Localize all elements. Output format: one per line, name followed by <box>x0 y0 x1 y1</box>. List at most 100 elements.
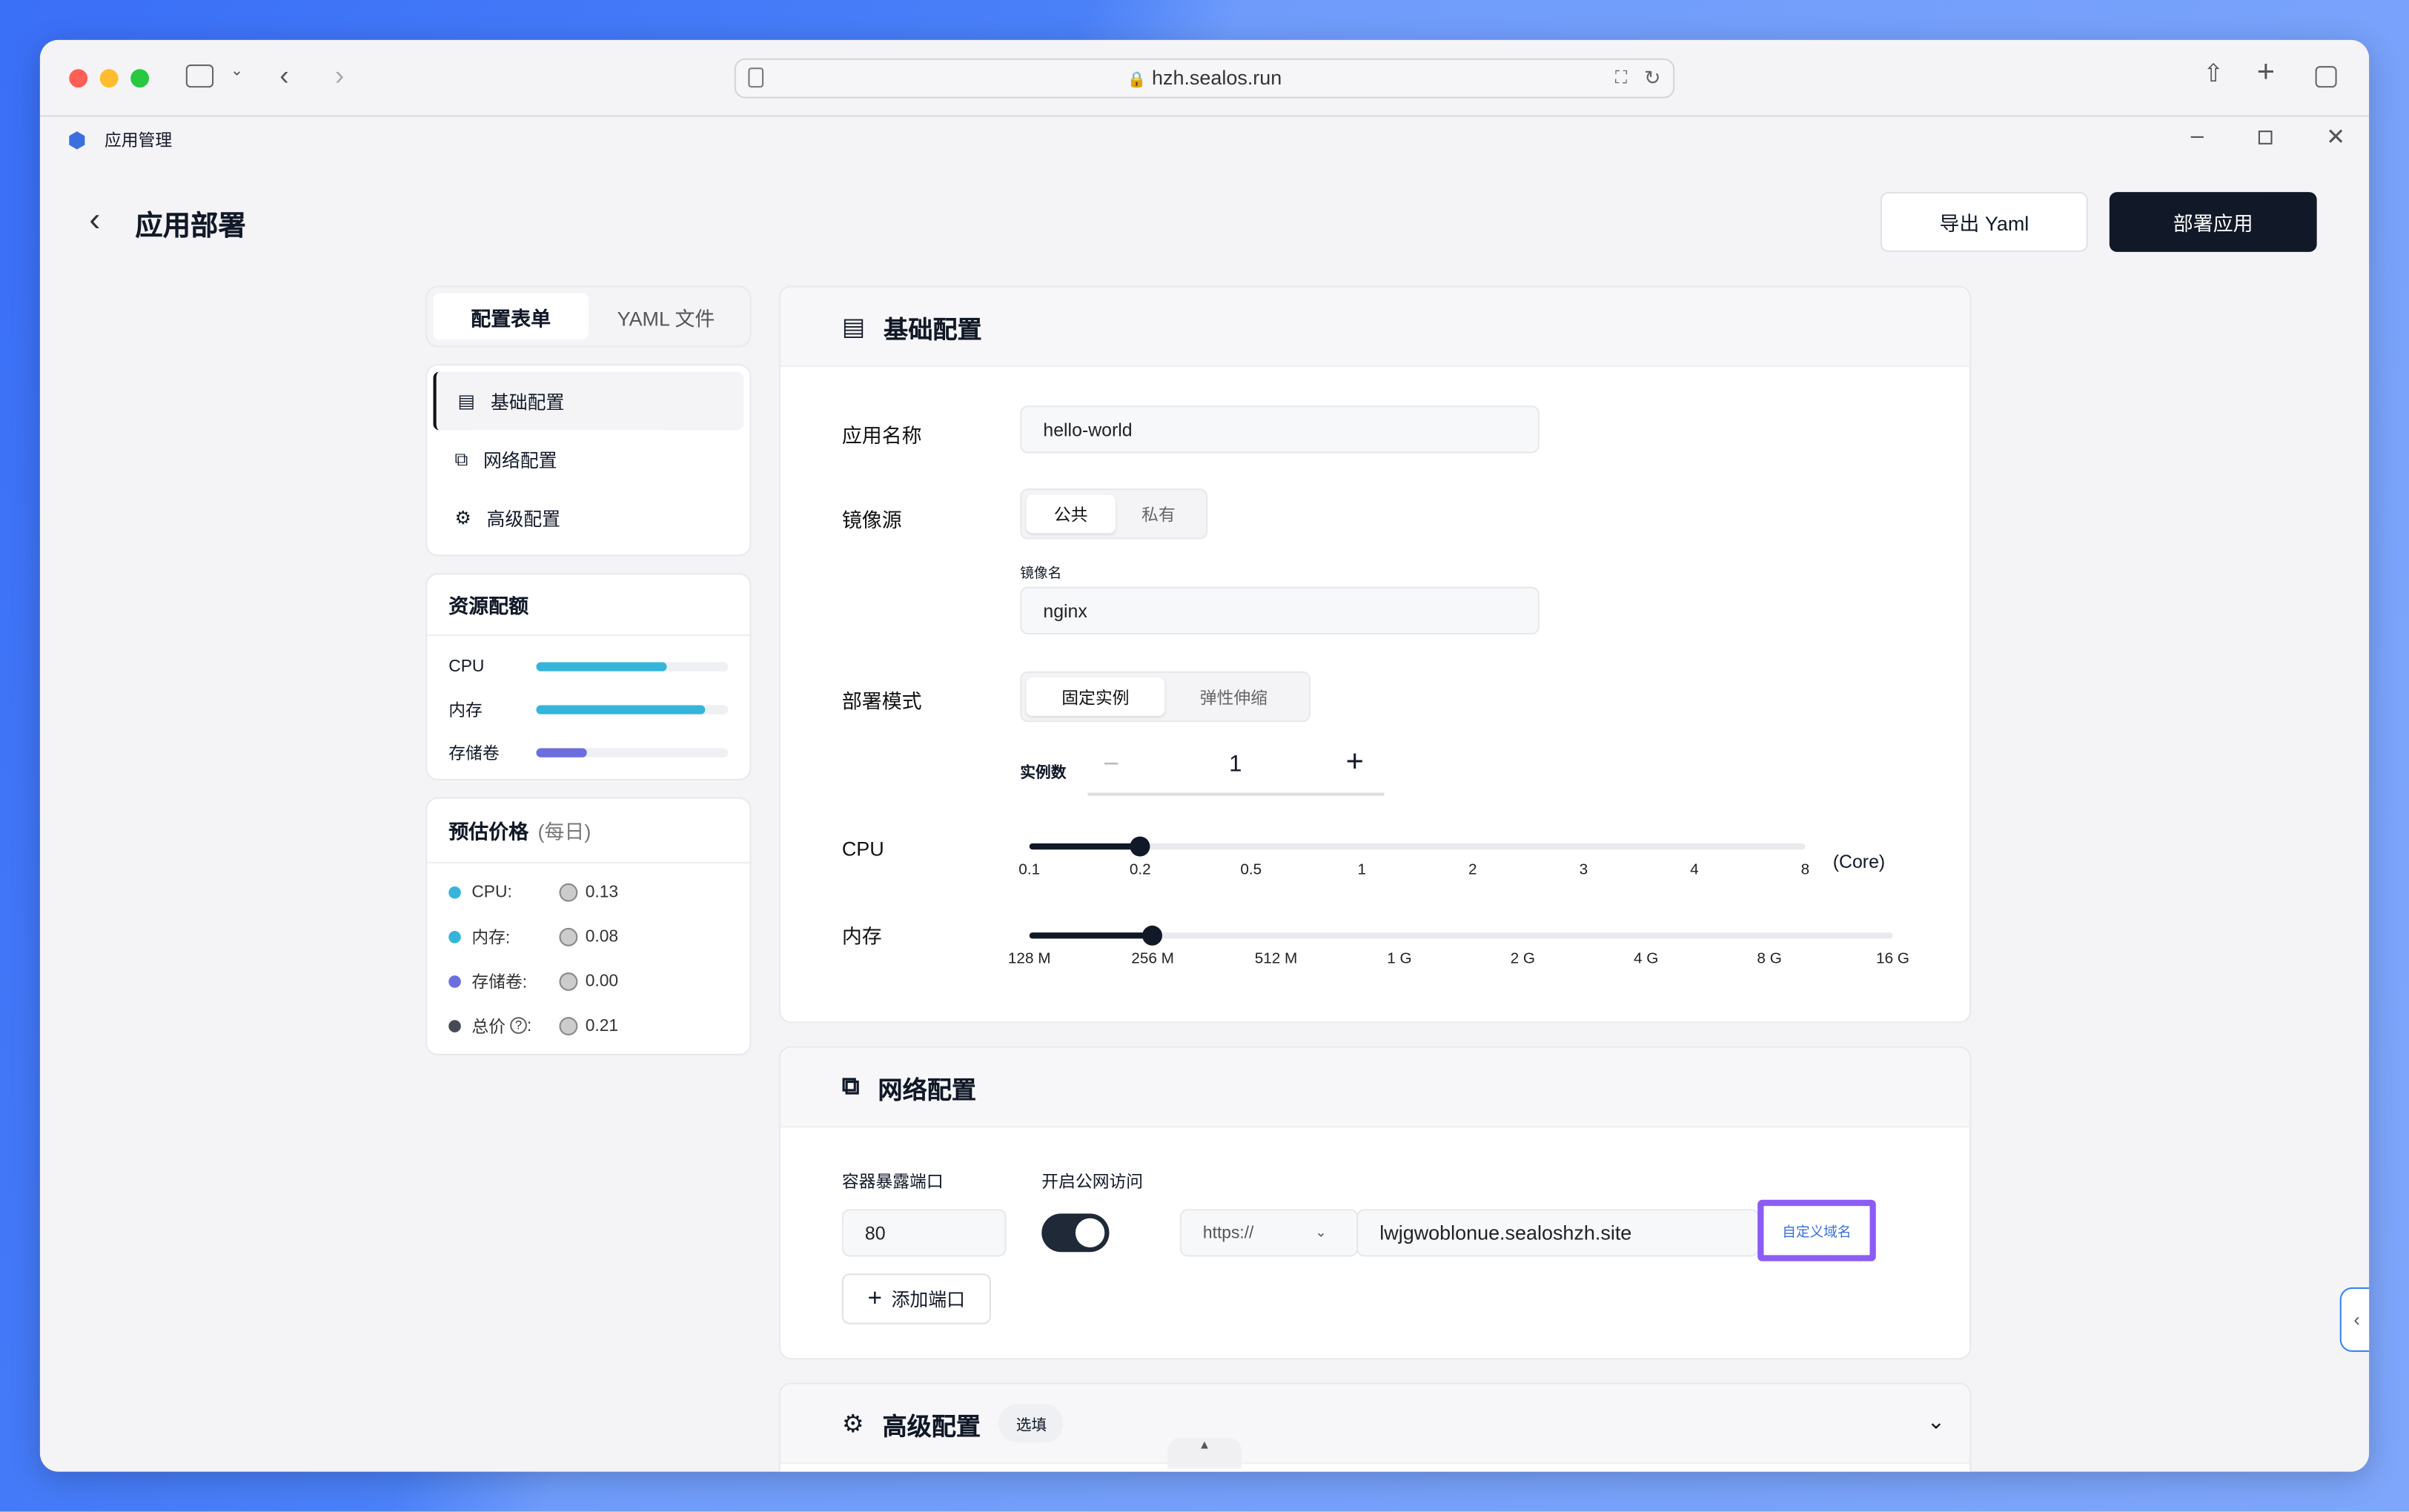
image-name-input[interactable]: nginx <box>1020 586 1540 635</box>
price-label: CPU: <box>471 882 512 901</box>
page-icon <box>748 67 764 88</box>
option-public[interactable]: 公共 <box>1026 494 1116 534</box>
coin-icon <box>559 971 578 990</box>
back-button[interactable]: ‹ <box>89 199 101 239</box>
quota-bar <box>536 662 729 672</box>
share-icon[interactable]: ⇧ <box>2203 61 2224 88</box>
slider-tick-label: 4 G <box>1634 951 1659 968</box>
export-yaml-button[interactable]: 导出 Yaml <box>1880 192 2088 252</box>
nav-label: 网络配置 <box>483 449 557 471</box>
memory-slider[interactable]: 128 M 256 M 512 M 1 G 2 G 4 G 8 G 16 G <box>1008 925 1909 991</box>
restore-icon[interactable] <box>2258 130 2273 145</box>
port-input[interactable]: 80 <box>841 1209 1007 1257</box>
plus-icon[interactable]: + <box>2256 55 2276 90</box>
reload-icon[interactable]: ↻ <box>1643 66 1661 90</box>
slider-tick-label: 3 <box>1579 861 1588 879</box>
slider-tick-label: 8 G <box>1757 951 1782 968</box>
nav-item-network[interactable]: ⧉ 网络配置 <box>434 430 744 488</box>
domain-value: lwjgwoblonue.sealoshzh.site <box>1356 1209 1760 1257</box>
address-bar[interactable]: 🔒 hzh.sealos.run ⛶ ↻ <box>734 58 1675 99</box>
section-header: ⚙ 高级配置 选填 <box>780 1384 1970 1465</box>
scroll-up-button[interactable]: ▲ <box>1167 1438 1242 1469</box>
collapse-panel-button[interactable]: ‹ <box>2339 1287 2370 1352</box>
tabs-icon[interactable] <box>2315 66 2337 88</box>
slider-tick-label: 256 M <box>1131 951 1174 968</box>
add-port-label: 添加端口 <box>891 1288 966 1311</box>
slider-tick-label: 8 <box>1800 861 1810 879</box>
url-text: hzh.sealos.run <box>1152 66 1282 90</box>
quota-row: 存储卷 <box>448 732 729 775</box>
nav-item-advanced[interactable]: ⚙ 高级配置 <box>434 488 744 547</box>
network-icon: ⧉ <box>841 1072 860 1100</box>
sidebar-icon[interactable] <box>185 64 214 88</box>
legend-dot <box>448 885 461 898</box>
cpu-unit: (Core) <box>1832 851 1886 873</box>
plus-button[interactable]: + <box>1345 745 1364 779</box>
price-subtitle: (每日) <box>537 820 592 843</box>
cpu-slider[interactable]: 0.1 0.2 0.5 1 2 3 4 8 <box>1018 836 1809 902</box>
option-fixed[interactable]: 固定实例 <box>1026 677 1165 716</box>
chevron-down-icon: ⌄ <box>1315 1224 1327 1240</box>
network-icon: ⧉ <box>454 448 468 470</box>
add-port-button[interactable]: + 添加端口 <box>841 1273 991 1324</box>
price-value: 0.21 <box>585 1016 619 1035</box>
form-mode-tabs: 配置表单 YAML 文件 <box>425 285 752 348</box>
advanced-config-section[interactable]: ⚙ 高级配置 选填 ⌄ <box>778 1382 1972 1472</box>
slider-thumb[interactable] <box>1142 925 1163 946</box>
slider-tick-label: 0.1 <box>1018 861 1041 879</box>
chevron-down-icon[interactable]: ⌄ <box>230 62 244 80</box>
image-source-label: 镜像源 <box>841 508 902 532</box>
custom-domain-button[interactable]: 自定义域名 <box>1757 1199 1876 1261</box>
tab-config-form[interactable]: 配置表单 <box>433 293 589 340</box>
section-header: ▤ 基础配置 <box>780 287 1970 368</box>
option-private[interactable]: 私有 <box>1141 505 1176 525</box>
nav-item-basic[interactable]: ▤ 基础配置 <box>433 371 744 431</box>
replicas-label: 实例数 <box>1020 765 1067 783</box>
image-source-toggle: 公共 私有 <box>1020 488 1208 540</box>
memory-label: 内存 <box>841 924 882 948</box>
cpu-label: CPU <box>841 837 884 861</box>
coin-icon <box>559 1016 578 1035</box>
replicas-value[interactable]: 1 <box>1229 751 1242 777</box>
quota-row: CPU <box>448 646 729 689</box>
section-header: ⧉ 网络配置 <box>780 1047 1970 1128</box>
minimize-window-button[interactable] <box>99 69 119 88</box>
slider-tick-label: 2 G <box>1510 951 1536 968</box>
slider-track <box>1029 932 1893 939</box>
slider-fill <box>1029 843 1141 850</box>
quota-bar-fill <box>536 748 586 757</box>
slider-thumb[interactable] <box>1130 836 1150 857</box>
help-icon[interactable]: ? <box>510 1017 527 1034</box>
public-access-toggle[interactable] <box>1041 1213 1110 1253</box>
translate-icon[interactable]: ⛶ <box>1615 69 1627 88</box>
minus-button[interactable]: − <box>1103 748 1119 779</box>
quota-bar <box>536 705 729 714</box>
suffix: : <box>526 1016 532 1035</box>
deploy-app-button[interactable]: 部署应用 <box>2109 192 2317 252</box>
close-window-button[interactable] <box>69 69 88 88</box>
slider-tick-label: 1 G <box>1387 951 1412 968</box>
chevron-down-icon[interactable]: ⌄ <box>1926 1408 1946 1433</box>
protocol-select[interactable]: https:// ⌄ <box>1179 1209 1359 1257</box>
slider-track <box>1029 843 1806 850</box>
minimize-icon[interactable]: – <box>2190 122 2204 150</box>
quota-row: 内存 <box>448 689 729 732</box>
tab-yaml-file[interactable]: YAML 文件 <box>617 306 715 330</box>
price-row: 内存: 0.08 <box>448 914 728 958</box>
zoom-window-button[interactable] <box>130 69 150 88</box>
back-icon[interactable]: ‹ <box>279 59 289 91</box>
image-name-label: 镜像名 <box>1020 565 1062 581</box>
nav-label: 基础配置 <box>490 391 565 413</box>
browser-window: ⌄ ‹ › 🔒 hzh.sealos.run ⛶ ↻ ⇧ + ⬢ 应用管理 – … <box>39 39 2370 1472</box>
price-value: 0.13 <box>585 882 619 901</box>
app-name-label: 应用名称 <box>841 424 922 448</box>
forward-icon[interactable]: › <box>334 59 345 91</box>
option-autoscale[interactable]: 弹性伸缩 <box>1199 689 1268 708</box>
port-label: 容器暴露端口 <box>841 1173 944 1193</box>
close-icon[interactable]: ✕ <box>2326 124 2346 151</box>
page-title: 应用部署 <box>135 210 246 242</box>
network-config-section: ⧉ 网络配置 容器暴露端口 开启公网访问 80 https:// ⌄ lwjgwob… <box>778 1046 1972 1360</box>
quota-label: 内存 <box>448 702 483 721</box>
app-name-input[interactable]: hello-world <box>1020 405 1540 454</box>
